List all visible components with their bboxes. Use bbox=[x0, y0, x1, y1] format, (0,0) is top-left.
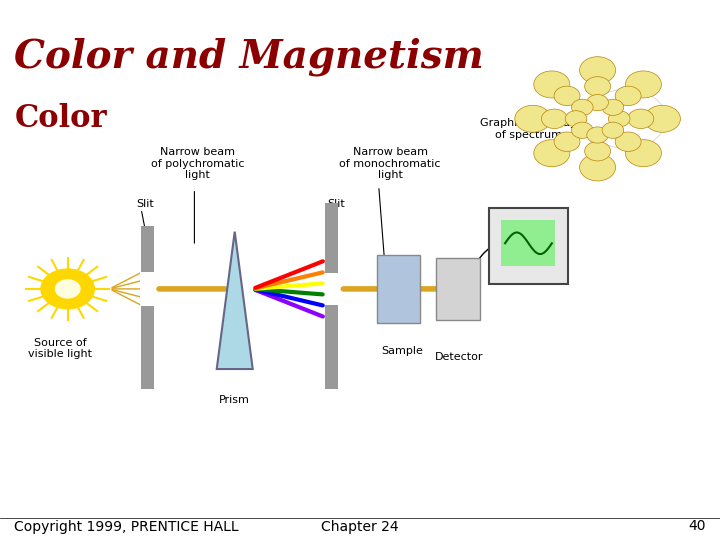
Circle shape bbox=[534, 71, 570, 98]
Text: λ →: λ → bbox=[521, 269, 536, 279]
Text: Graphical display
of spectrum: Graphical display of spectrum bbox=[480, 118, 577, 140]
Polygon shape bbox=[217, 232, 253, 369]
Circle shape bbox=[565, 111, 587, 127]
Text: Slit: Slit bbox=[136, 199, 153, 209]
Circle shape bbox=[602, 122, 624, 138]
FancyBboxPatch shape bbox=[325, 273, 339, 305]
Text: Copyright 1999, PRENTICE HALL: Copyright 1999, PRENTICE HALL bbox=[14, 519, 239, 534]
Circle shape bbox=[541, 109, 567, 129]
Text: Source of
visible light: Source of visible light bbox=[29, 338, 92, 359]
Circle shape bbox=[580, 57, 616, 84]
Circle shape bbox=[626, 140, 662, 167]
Circle shape bbox=[587, 94, 608, 111]
Text: 40: 40 bbox=[688, 519, 706, 534]
Circle shape bbox=[628, 109, 654, 129]
Circle shape bbox=[587, 127, 608, 143]
Circle shape bbox=[587, 89, 666, 148]
Circle shape bbox=[608, 111, 630, 127]
FancyBboxPatch shape bbox=[502, 220, 556, 266]
Circle shape bbox=[585, 141, 611, 161]
FancyBboxPatch shape bbox=[377, 255, 420, 323]
FancyBboxPatch shape bbox=[436, 258, 480, 320]
Text: Color and Magnetism: Color and Magnetism bbox=[14, 38, 484, 76]
Text: Chapter 24: Chapter 24 bbox=[321, 519, 399, 534]
Circle shape bbox=[572, 99, 593, 116]
FancyBboxPatch shape bbox=[325, 203, 338, 389]
Circle shape bbox=[572, 122, 593, 138]
Text: Sample: Sample bbox=[381, 346, 423, 356]
FancyBboxPatch shape bbox=[489, 208, 568, 284]
Circle shape bbox=[515, 105, 551, 132]
Text: Absorbance: Absorbance bbox=[496, 225, 502, 267]
Text: Detector: Detector bbox=[435, 352, 484, 362]
Circle shape bbox=[626, 71, 662, 98]
Circle shape bbox=[40, 268, 95, 309]
Text: Color: Color bbox=[14, 103, 107, 133]
Text: Narrow beam
of polychromatic
light: Narrow beam of polychromatic light bbox=[150, 147, 244, 180]
Circle shape bbox=[554, 132, 580, 151]
Circle shape bbox=[534, 140, 570, 167]
Circle shape bbox=[585, 77, 611, 96]
Circle shape bbox=[615, 132, 641, 151]
Circle shape bbox=[602, 99, 624, 116]
Circle shape bbox=[554, 86, 580, 106]
FancyBboxPatch shape bbox=[141, 226, 154, 389]
Circle shape bbox=[55, 279, 81, 299]
Circle shape bbox=[580, 154, 616, 181]
Text: Narrow beam
of monochromatic
light: Narrow beam of monochromatic light bbox=[340, 147, 441, 180]
Circle shape bbox=[644, 105, 680, 132]
Text: Slit: Slit bbox=[328, 199, 345, 209]
Text: Prism: Prism bbox=[220, 395, 250, 405]
FancyBboxPatch shape bbox=[140, 272, 155, 306]
Circle shape bbox=[615, 86, 641, 106]
